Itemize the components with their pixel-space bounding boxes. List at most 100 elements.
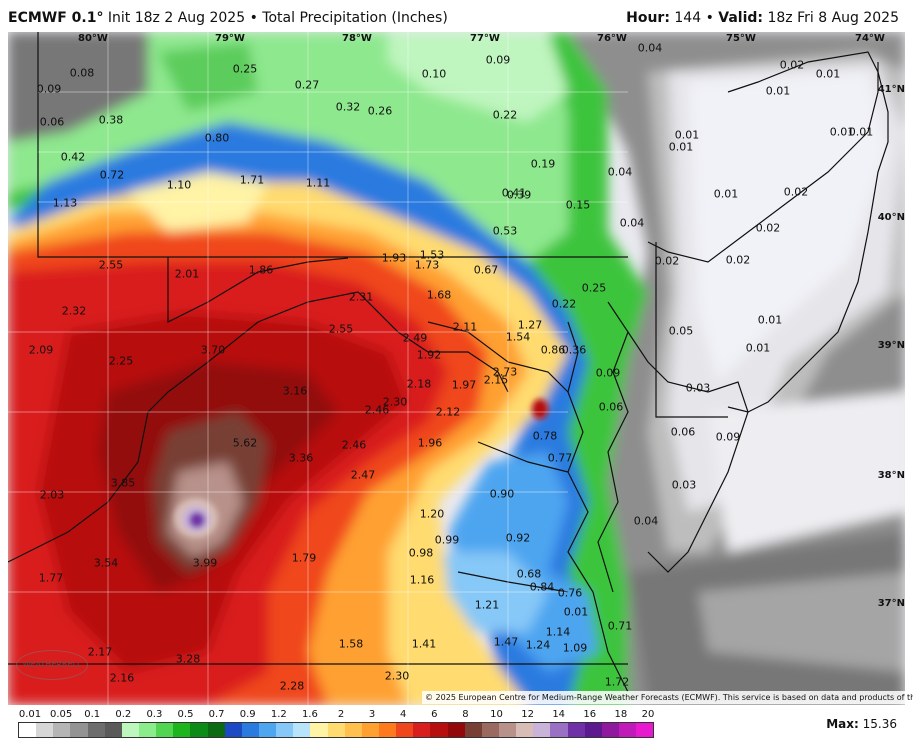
colorbar-swatch xyxy=(36,723,54,737)
precip-value-label: 0.09 xyxy=(595,366,621,380)
precip-value-label: 2.46 xyxy=(364,403,390,417)
precip-value-label: 0.01 xyxy=(757,313,783,327)
precip-value-label: 0.53 xyxy=(492,224,518,238)
lat-label: 41°N xyxy=(877,84,905,95)
lat-label: 37°N xyxy=(877,598,905,609)
precip-value-label: 0.80 xyxy=(204,131,230,145)
colorbar-swatch xyxy=(481,723,499,737)
precip-value-label: 0.68 xyxy=(516,567,542,581)
precip-value-label: 1.72 xyxy=(604,675,630,689)
colorbar-swatch xyxy=(618,723,637,737)
chesapeake-east xyxy=(597,301,629,593)
colorbar-tick-label: 8 xyxy=(462,709,469,720)
precip-value-label: 0.02 xyxy=(725,253,751,267)
precip-value-label: 0.06 xyxy=(670,425,696,439)
precip-value-label: 0.41 xyxy=(501,186,527,200)
precip-value-label: 2.32 xyxy=(61,304,87,318)
hour-value: 144 xyxy=(674,10,702,26)
lon-label: 78°W xyxy=(342,33,372,44)
lon-label: 77°W xyxy=(470,33,500,44)
precip-value-label: 1.86 xyxy=(248,263,274,277)
precip-value-label: 0.06 xyxy=(39,115,65,129)
precip-value-label: 3.99 xyxy=(192,556,218,570)
colorbar-swatch xyxy=(601,723,619,737)
precip-value-label: 0.72 xyxy=(99,168,125,182)
colorbar-tick-label: 10 xyxy=(490,709,503,720)
colorbar-swatch xyxy=(276,723,294,737)
colorbar-swatch xyxy=(104,723,122,737)
colorbar-swatch xyxy=(258,723,277,737)
precip-value-label: 2.18 xyxy=(406,377,432,391)
precip-value-label: 2.25 xyxy=(108,354,134,368)
colorbar-tick-label: 2 xyxy=(337,709,345,720)
precip-value-label: 0.01 xyxy=(745,341,771,355)
precip-value-label: 1.96 xyxy=(417,436,443,450)
precip-shading xyxy=(8,32,905,705)
colorbar-swatch xyxy=(156,723,174,737)
lon-label: 79°W xyxy=(215,33,245,44)
colorbar-swatch xyxy=(138,723,157,737)
precip-value-label: 2.31 xyxy=(348,290,374,304)
precip-value-label: 1.53 xyxy=(419,248,445,262)
precip-value-label: 5.62 xyxy=(232,436,258,450)
precip-value-label: 0.92 xyxy=(505,531,531,545)
precip-value-label: 1.21 xyxy=(474,598,500,612)
colorbar-tick-label: 0.1 xyxy=(84,709,101,720)
colorbar-tick-label: 16 xyxy=(583,709,597,720)
colorbar-swatch xyxy=(121,723,139,737)
colorbar-swatch xyxy=(636,723,654,737)
precip-value-label: 2.01 xyxy=(174,267,200,281)
chesapeake-west xyxy=(567,321,629,693)
lon-label: 76°W xyxy=(597,33,627,44)
precip-value-label: 1.68 xyxy=(426,288,452,302)
de-md-border xyxy=(655,242,728,418)
valid-value: 18z Fri 8 Aug 2025 xyxy=(767,10,899,26)
precip-value-label: 2.12 xyxy=(435,405,461,419)
colorbar-tick-label: 1.2 xyxy=(270,709,287,720)
lat-label: 38°N xyxy=(877,470,905,481)
pa-border xyxy=(37,32,628,258)
colorbar-swatch xyxy=(207,723,225,737)
precip-value-label: 1.10 xyxy=(166,178,192,192)
colorbar-tick-label: 1.6 xyxy=(301,709,318,720)
colorbar-tick-label: 4 xyxy=(400,709,407,720)
colorbar-swatch xyxy=(378,723,397,737)
init-time: Init 18z 2 Aug 2025 xyxy=(107,10,246,26)
precip-value-label: 0.03 xyxy=(685,381,711,395)
lat-label: 40°N xyxy=(877,212,905,223)
precip-value-label: 0.32 xyxy=(335,100,361,114)
precip-value-label: 0.01 xyxy=(815,67,841,81)
colorbar-swatch xyxy=(567,723,585,737)
colorbar-swatch xyxy=(173,723,191,737)
precip-value-label: 2.55 xyxy=(98,258,124,272)
precip-value-label: 0.01 xyxy=(668,140,694,154)
separator: • xyxy=(705,10,714,26)
colorbar-tick-label: 0.5 xyxy=(177,709,194,720)
separator: • xyxy=(249,10,258,26)
precip-value-label: 2.03 xyxy=(39,488,65,502)
precip-value-label: 0.08 xyxy=(69,66,95,80)
precip-value-label: 0.09 xyxy=(36,82,62,96)
max-label: Max: xyxy=(826,717,859,731)
precip-value-label: 0.90 xyxy=(489,487,515,501)
model-name: ECMWF 0.1° xyxy=(8,10,104,26)
precip-value-label: 2.15 xyxy=(483,373,509,387)
colorbar-swatch xyxy=(516,723,534,737)
copyright-notice: © 2025 European Centre for Medium-Range … xyxy=(422,691,913,704)
precip-value-label: 2.55 xyxy=(328,322,354,336)
precip-value-label: 2.47 xyxy=(350,468,376,482)
precip-value-label: 3.16 xyxy=(282,384,308,398)
precip-value-label: 0.01 xyxy=(674,128,700,142)
colorbar-tick-label: 0.7 xyxy=(208,709,225,720)
precip-value-label: 0.78 xyxy=(532,429,558,443)
colorbar-ticks: 0.01 0.05 0.1 0.2 0.3 0.5 0.7 0.9 1.2 1.6 2 3 4 6 8 10 1… xyxy=(18,709,655,721)
precip-value-label: 2.17 xyxy=(87,645,113,659)
colorbar-tick-label: 18 xyxy=(614,709,628,720)
colorbar-swatch xyxy=(241,723,259,737)
precip-value-label: 1.09 xyxy=(562,641,588,655)
precip-core xyxy=(174,399,548,538)
colorbar-swatch xyxy=(361,723,379,737)
boundaries xyxy=(8,32,889,693)
precip-value-label: 2.73 xyxy=(492,365,518,379)
precip-value-label: 1.73 xyxy=(414,258,440,272)
